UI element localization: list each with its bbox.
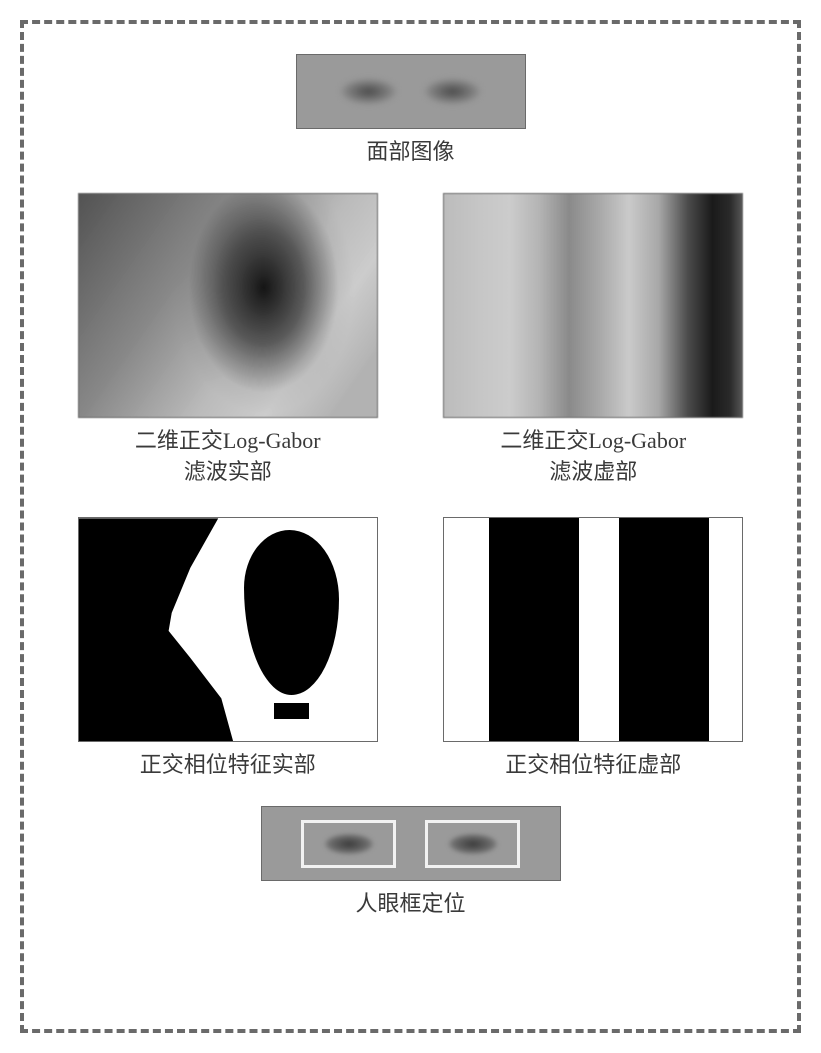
gabor-real-label-line1: 二维正交Log-Gabor [135,428,321,453]
eye-box-right [425,820,520,868]
eye-localization-panel [261,806,561,881]
gabor-real-label-line2: 滤波实部 [184,459,272,484]
row-face-input: 面部图像 [296,54,526,168]
eye-right [449,834,497,854]
gabor-imag-label-line2: 滤波虚部 [549,459,637,484]
gabor-imag-col: 二维正交Log-Gabor 滤波虚部 [425,193,762,488]
eye-localization-label: 人眼框定位 [355,889,465,920]
gabor-real-panel [78,193,378,418]
row-gabor-filters: 二维正交Log-Gabor 滤波实部 二维正交Log-Gabor 滤波虚部 [59,193,762,488]
gabor-real-col: 二维正交Log-Gabor 滤波实部 [59,193,396,488]
gabor-imag-panel [443,193,743,418]
phase-real-shape-right [244,530,339,695]
phase-real-label: 正交相位特征实部 [140,750,316,781]
phase-imag-panel [443,517,743,742]
eye-box-left [301,820,396,868]
phase-imag-label: 正交相位特征虚部 [505,750,681,781]
row-eye-localization: 人眼框定位 [261,806,561,920]
face-image-label: 面部图像 [366,137,454,168]
face-eye-left [341,79,396,104]
face-image-panel [296,54,526,129]
phase-real-panel [78,517,378,742]
diagram-container: 面部图像 二维正交Log-Gabor 滤波实部 二维正交Log-Gabor 滤波… [20,20,801,1033]
phase-imag-col: 正交相位特征虚部 [425,517,762,781]
gabor-imag-label-line1: 二维正交Log-Gabor [500,428,686,453]
eye-left [325,834,373,854]
gabor-imag-label: 二维正交Log-Gabor 滤波虚部 [500,426,686,488]
phase-imag-bar-2 [619,518,709,741]
gabor-real-label: 二维正交Log-Gabor 滤波实部 [135,426,321,488]
face-eye-right [425,79,480,104]
row-phase-features: 正交相位特征实部 正交相位特征虚部 [59,517,762,781]
phase-real-shape-left [79,518,234,742]
phase-imag-bar-1 [489,518,579,741]
phase-real-col: 正交相位特征实部 [59,517,396,781]
phase-real-shape-dot [274,703,309,719]
